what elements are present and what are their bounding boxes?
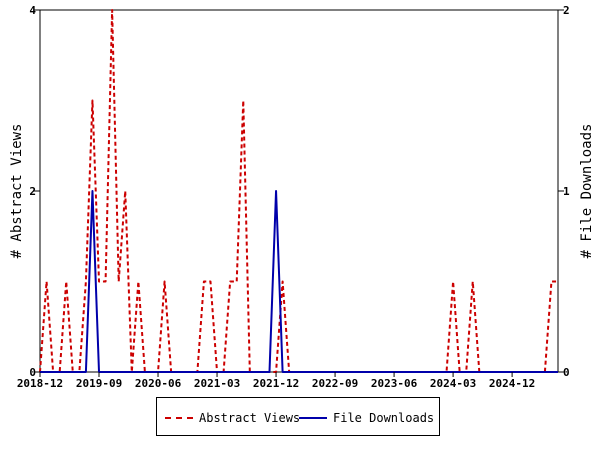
legend: Abstract Views File Downloads [156, 397, 440, 436]
legend-label-file-downloads: File Downloads [333, 411, 435, 425]
x-axis: 2018-12 2019-09 2020-06 2021-03 2021-12 2022-… [17, 372, 535, 390]
x-tick-label: 2024-03 [430, 377, 476, 390]
y-right-axis: 0 1 2 [558, 4, 570, 379]
y-left-axis: 0 2 4 [29, 4, 40, 379]
x-tick-label: 2023-06 [371, 377, 418, 390]
legend-item-abstract-views: Abstract Views [165, 411, 300, 425]
x-tick-label: 2022-09 [312, 377, 358, 390]
x-tick-label: 2019-09 [76, 377, 122, 390]
x-tick-label: 2021-12 [253, 377, 299, 390]
y-right-axis-title: # File Downloads [579, 124, 595, 259]
y-left-tick-label: 2 [29, 185, 36, 198]
series-line-file-downloads [40, 190, 558, 373]
plot-frame [39, 9, 559, 373]
x-tick-label: 2020-06 [135, 377, 182, 390]
plot-area [39, 9, 559, 373]
y-right-tick-label: 1 [563, 185, 570, 198]
x-tick-label: 2018-12 [17, 377, 63, 390]
legend-swatch-dashed-red [165, 417, 193, 419]
y-right-tick-label: 0 [563, 366, 570, 379]
y-left-tick-label: 4 [29, 4, 36, 17]
legend-swatch-solid-blue [299, 417, 327, 419]
x-tick-label: 2024-12 [489, 377, 535, 390]
y-left-axis-title: # Abstract Views [9, 124, 25, 259]
x-tick-label: 2021-03 [194, 377, 240, 390]
y-left-tick-label: 0 [29, 366, 36, 379]
legend-item-file-downloads: File Downloads [299, 411, 434, 425]
series-line-abstract-views [39, 9, 558, 373]
y-right-tick-label: 2 [563, 4, 570, 17]
legend-label-abstract-views: Abstract Views [199, 411, 301, 425]
